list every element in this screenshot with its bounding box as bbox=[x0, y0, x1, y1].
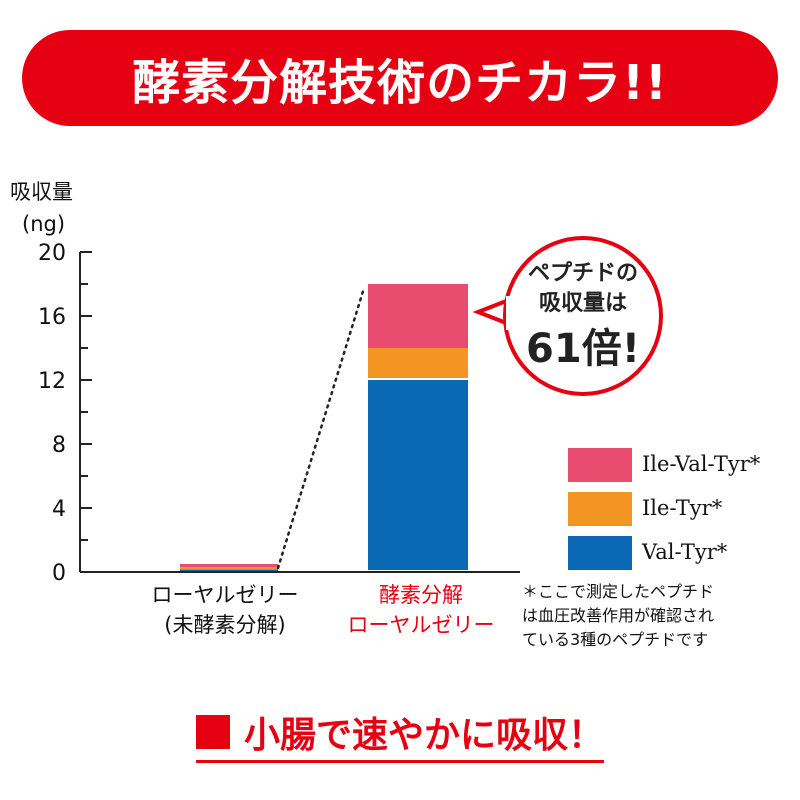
category-label-enzyme: 酵素分解 ローヤルゼリー bbox=[316, 580, 526, 640]
bar-val-tyr-enzyme bbox=[368, 380, 468, 570]
legend-label-val-tyr: Val-Tyr* bbox=[642, 540, 728, 564]
bottom-caption-text: 小腸で速やかに吸収！ bbox=[243, 715, 604, 756]
legend-swatch-ile-tyr bbox=[568, 492, 632, 526]
legend-label-ile-val-tyr: Ile-Val-Tyr* bbox=[642, 452, 761, 476]
bottom-caption-underline: 小腸で速やかに吸収！ bbox=[195, 706, 604, 763]
callout-bubble: ペプチドの 吸収量は 61倍! bbox=[472, 236, 663, 396]
y-tick-label: 16 bbox=[38, 305, 66, 330]
y-axis-unit: (ng) bbox=[22, 212, 66, 236]
y-tick-label: 4 bbox=[52, 497, 66, 522]
bar-ile-val-tyr-enzyme bbox=[368, 284, 468, 348]
bar-val-tyr-untreated bbox=[180, 569, 278, 572]
bottom-caption: 小腸で速やかに吸収！ bbox=[0, 706, 800, 763]
category-enzyme-line2: ローヤルゼリー bbox=[347, 613, 495, 637]
y-tick-label: 8 bbox=[52, 433, 66, 458]
callout-line-2: 吸収量は bbox=[539, 291, 627, 316]
category-enzyme-line1: 酵素分解 bbox=[379, 583, 463, 607]
page-title: 酵素分解技術のチカラ!! bbox=[132, 55, 668, 111]
category-label-untreated: ローヤルゼリー (未酵素分解) bbox=[120, 580, 330, 640]
category-untreated-line2: (未酵素分解) bbox=[164, 613, 286, 637]
bar-ile-tyr-untreated bbox=[180, 567, 278, 570]
footnote-line-2: は血圧改善作用が確認され bbox=[522, 606, 715, 625]
bar-ile-tyr-enzyme bbox=[368, 348, 468, 378]
legend-swatch-ile-val-tyr bbox=[568, 448, 632, 482]
footnote-line-3: ている3種のペプチドです bbox=[522, 630, 709, 649]
legend-label-ile-tyr: Ile-Tyr* bbox=[642, 496, 723, 520]
footnote-line-1: ＊ここで測定したペプチド bbox=[522, 582, 715, 601]
y-tick-label: 0 bbox=[52, 561, 66, 586]
footnote: ＊ここで測定したペプチド は血圧改善作用が確認され ている3種のペプチドです bbox=[522, 580, 792, 652]
legend-swatch-val-tyr bbox=[568, 536, 632, 570]
title-banner: 酵素分解技術のチカラ!! bbox=[22, 30, 778, 126]
y-tick-label: 20 bbox=[38, 241, 66, 266]
y-tick-label: 12 bbox=[38, 369, 66, 394]
callout-line-3: 61倍! bbox=[526, 326, 640, 372]
square-bullet-icon bbox=[195, 715, 230, 749]
growth-connector-line bbox=[276, 286, 366, 570]
category-untreated-line1: ローヤルゼリー bbox=[151, 583, 299, 607]
callout-line-1: ペプチドの bbox=[528, 261, 638, 286]
y-axis-title: 吸収量 bbox=[10, 180, 73, 204]
bar-ile-val-tyr-untreated bbox=[180, 564, 278, 568]
